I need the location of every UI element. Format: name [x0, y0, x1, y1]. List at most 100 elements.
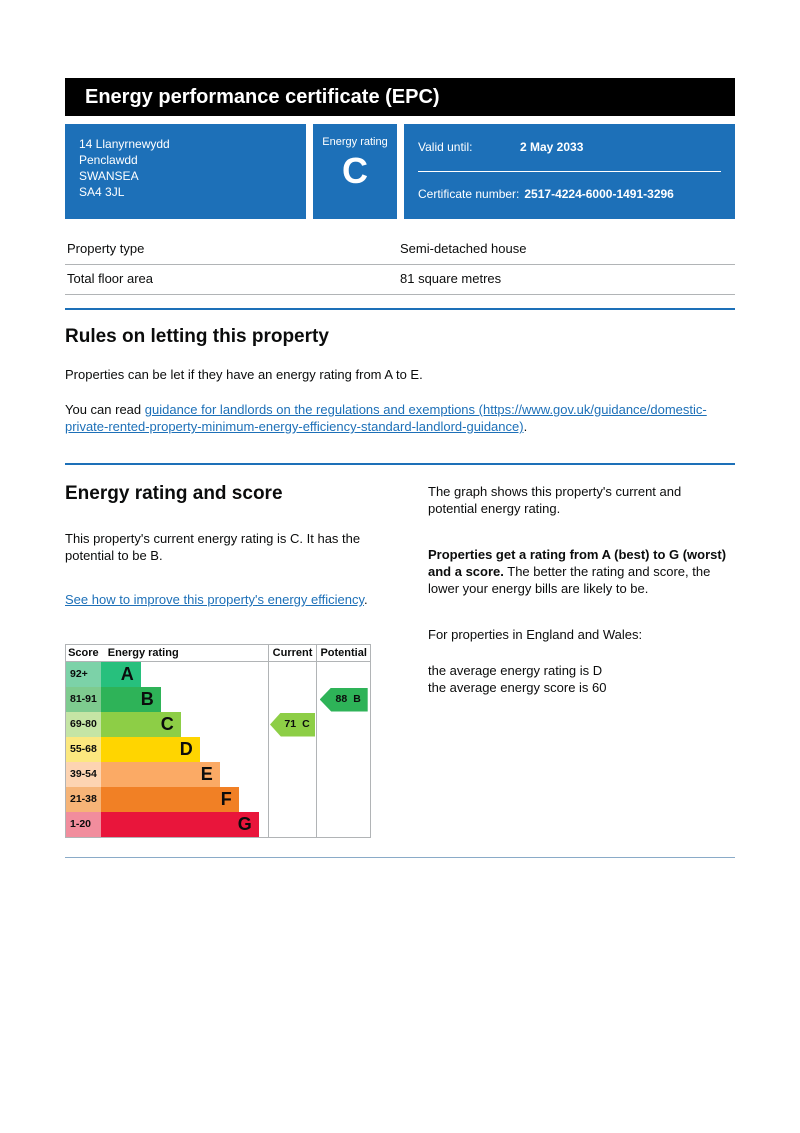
rating-intro: This property's current energy rating is…	[65, 531, 361, 563]
potential-cell	[316, 762, 370, 787]
valid-until-label: Valid until:	[418, 140, 473, 154]
band-bar-cell: C	[100, 712, 268, 737]
rating-explanation: Properties get a rating from A (best) to…	[428, 546, 730, 597]
property-summary-table: Property type Semi-detached house Total …	[65, 235, 735, 295]
band-score-range: 69-80	[66, 712, 101, 737]
band-score-range: 1-20	[66, 812, 101, 837]
rating-column-header: Energy rating	[107, 646, 179, 659]
average-score-line: the average energy score is 60	[428, 680, 607, 695]
letting-rules-paragraph: Properties can be let if they have an en…	[65, 367, 423, 382]
property-type-value: Semi-detached house	[400, 241, 527, 256]
current-cell	[267, 787, 317, 812]
band-bar-b: B	[100, 687, 161, 712]
current-column-header: Current	[267, 645, 317, 661]
band-bar-cell: F	[100, 787, 268, 812]
current-cell	[267, 662, 317, 687]
improve-suffix: .	[363, 592, 368, 607]
epc-rating-graph: Score Energy rating Current Potential 92…	[65, 644, 371, 838]
epc-graph-header: Score Energy rating Current Potential	[66, 645, 370, 662]
band-bar-e: E	[100, 762, 220, 787]
potential-band-letter: B	[353, 693, 361, 705]
landlord-guidance-paragraph: You can read guidance for landlords on t…	[65, 401, 735, 435]
floor-area-value: 81 square metres	[400, 271, 502, 286]
score-column-header: Score	[68, 646, 99, 659]
improve-efficiency-link[interactable]: See how to improve this property's energ…	[65, 592, 364, 607]
rating-heading: Energy rating and score	[65, 483, 283, 504]
potential-column-header: Potential	[316, 645, 370, 661]
current-cell	[267, 762, 317, 787]
england-wales-intro: For properties in England and Wales:	[428, 627, 643, 642]
potential-cell	[316, 662, 370, 687]
band-bar-cell: B	[100, 687, 268, 712]
section-divider	[65, 463, 735, 465]
certificate-number-label: Certificate number:	[418, 187, 520, 201]
potential-cell	[316, 712, 370, 737]
potential-score-value: 88	[335, 693, 348, 705]
current-band-letter: C	[302, 718, 310, 730]
band-score-range: 92+	[66, 662, 101, 687]
table-row: Property type Semi-detached house	[65, 235, 735, 265]
band-score-range: 55-68	[66, 737, 101, 762]
validity-box: Valid until: 2 May 2033 Certificate numb…	[404, 124, 735, 219]
address-line-4: SA4 3JL	[79, 185, 125, 199]
potential-cell	[316, 787, 370, 812]
improve-paragraph: See how to improve this property's energ…	[65, 591, 373, 608]
section-divider	[65, 308, 735, 310]
band-bar-g: G	[100, 812, 259, 837]
epc-band-row-f: 21-38 F	[66, 787, 370, 812]
potential-cell	[316, 737, 370, 762]
current-cell	[267, 687, 317, 712]
band-score-range: 21-38	[66, 787, 101, 812]
current-cell	[267, 737, 317, 762]
current-score-value: 71	[284, 718, 297, 730]
property-address: 14 Llanyrnewydd Penclawdd SWANSEA SA4 3J…	[65, 124, 306, 219]
table-row: Total floor area 81 square metres	[65, 265, 735, 295]
band-bar-c: C	[100, 712, 181, 737]
band-bar-cell: G	[100, 812, 268, 837]
band-score-range: 81-91	[66, 687, 101, 712]
rating-right-column: The graph shows this property's current …	[428, 483, 735, 838]
band-bar-cell: E	[100, 762, 268, 787]
average-rating-line: the average energy rating is D	[428, 663, 603, 678]
energy-rating-letter: C	[342, 150, 368, 191]
average-figures: the average energy rating is D the averag…	[428, 662, 730, 696]
address-line-2: Penclawdd	[79, 153, 138, 167]
certificate-title-bar: Energy performance certificate (EPC)	[65, 78, 735, 116]
rating-left-column: Energy rating and score This property's …	[65, 483, 405, 838]
certificate-number-value: 2517-4224-6000-1491-3296	[524, 187, 674, 201]
epc-band-row-a: 92+ A	[66, 662, 370, 687]
band-letter: D	[179, 739, 193, 759]
graph-description: The graph shows this property's current …	[428, 484, 682, 516]
band-score-range: 39-54	[66, 762, 101, 787]
letting-rules-heading: Rules on letting this property	[65, 326, 329, 347]
certificate-summary-row: 14 Llanyrnewydd Penclawdd SWANSEA SA4 3J…	[65, 124, 735, 219]
epc-band-row-b: 81-91 B 88 B	[66, 687, 370, 712]
energy-rating-box: Energy rating C	[313, 124, 397, 219]
epc-graph-rows: 92+ A 81-91 B 88 B 69-80 C 71 C 55-68 D 39-54 E 21-38 F…	[66, 662, 370, 837]
epc-band-row-c: 69-80 C 71 C	[66, 712, 370, 737]
epc-page: Energy performance certificate (EPC) 14 …	[65, 78, 735, 858]
band-letter: A	[120, 664, 134, 684]
property-type-label: Property type	[67, 241, 145, 256]
band-bar-f: F	[100, 787, 239, 812]
rating-explanation-bold: Properties get a rating from A (best) to…	[428, 547, 727, 579]
epc-band-row-g: 1-20 G	[66, 812, 370, 837]
potential-cell: 88 B	[316, 687, 370, 712]
floor-area-label: Total floor area	[67, 271, 153, 286]
address-line-1: 14 Llanyrnewydd	[79, 137, 170, 151]
address-line-3: SWANSEA	[79, 169, 139, 183]
current-cell	[267, 812, 317, 837]
band-letter: B	[140, 689, 154, 709]
band-letter: G	[237, 814, 252, 834]
epc-band-row-d: 55-68 D	[66, 737, 370, 762]
band-bar-d: D	[100, 737, 200, 762]
band-letter: E	[200, 764, 213, 784]
energy-rating-label: Energy rating	[322, 136, 388, 148]
band-letter: F	[220, 789, 232, 809]
landlord-guidance-link[interactable]: guidance for landlords on the regulation…	[65, 402, 707, 434]
guidance-prefix: You can read	[65, 402, 145, 417]
valid-until-value: 2 May 2033	[520, 140, 584, 154]
potential-cell	[316, 812, 370, 837]
valid-until-row: Valid until: 2 May 2033	[418, 139, 721, 156]
band-bar-a: A	[100, 662, 141, 687]
